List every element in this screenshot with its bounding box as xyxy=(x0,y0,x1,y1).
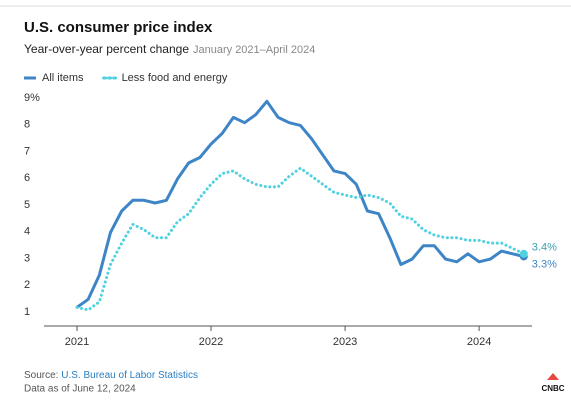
period: January 2021–April 2024 xyxy=(193,44,315,56)
note: Data as of June 12, 2024 xyxy=(24,384,136,395)
legend-label: All items xyxy=(42,72,84,84)
subtitle: Year-over-year percent change xyxy=(24,42,189,56)
source-name: U.S. Bureau of Labor Statistics xyxy=(61,370,198,381)
y-tick-label: 9% xyxy=(24,92,40,104)
x-tick-label: 2023 xyxy=(333,336,357,348)
end-label: 3.4% xyxy=(532,242,557,254)
y-tick-label: 3 xyxy=(24,252,30,264)
series-line xyxy=(75,166,526,312)
end-label: 3.3% xyxy=(532,258,557,270)
source-prefix: Source: xyxy=(24,370,61,381)
y-tick-label: 1 xyxy=(24,306,30,318)
source: Source: U.S. Bureau of Labor Statistics xyxy=(24,370,198,381)
y-tick-label: 4 xyxy=(24,226,30,238)
logo-icon xyxy=(547,373,559,380)
series-line xyxy=(75,99,526,309)
x-tick-label: 2022 xyxy=(199,336,223,348)
chart-subtitle: Year-over-year percent change January 202… xyxy=(24,42,315,56)
chart-title: U.S. consumer price index xyxy=(24,19,213,36)
y-tick-label: 7 xyxy=(24,145,30,157)
end-point xyxy=(519,249,528,258)
x-tick-label: 2021 xyxy=(65,336,89,348)
y-tick-label: 6 xyxy=(24,172,30,184)
y-tick-label: 2 xyxy=(24,279,30,291)
y-tick-label: 8 xyxy=(24,119,30,131)
logo: CNBC xyxy=(541,384,564,393)
y-tick-label: 5 xyxy=(24,199,30,211)
legend-label: Less food and energy xyxy=(122,72,228,84)
x-tick-label: 2024 xyxy=(467,336,491,348)
